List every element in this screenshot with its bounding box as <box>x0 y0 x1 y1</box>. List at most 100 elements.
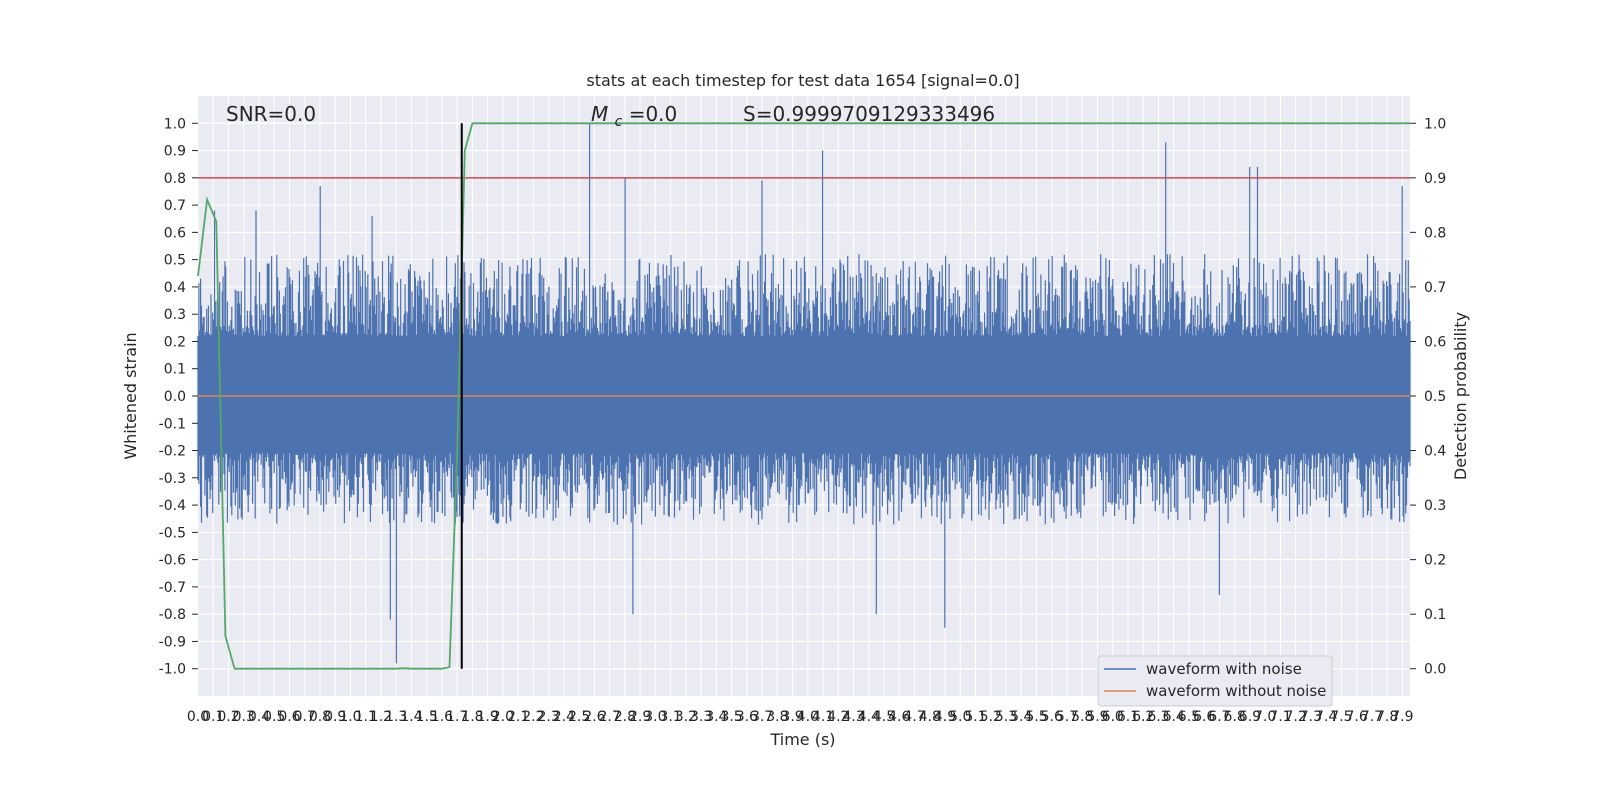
y-tick-label: -0.9 <box>159 634 186 650</box>
y-tick-label: 0.8 <box>164 171 186 187</box>
x-tick-label: 1.9 <box>477 709 499 725</box>
x-tick-label: 6.6 <box>1193 709 1215 725</box>
y-tick-label: 0.7 <box>164 198 186 214</box>
x-tick-label: 5.3 <box>995 709 1017 725</box>
y2-tick-label: 0.6 <box>1424 334 1446 350</box>
x-tick-label: 7.1 <box>1269 709 1291 725</box>
mc-annotation: M c =0.0 <box>591 102 677 131</box>
x-tick-label: 2.9 <box>629 709 651 725</box>
x-tick-label: 3.3 <box>690 709 712 725</box>
y-tick-label: -0.8 <box>159 607 186 623</box>
snr-annotation: SNR=0.0 <box>226 102 316 126</box>
y-tick-label: -0.6 <box>159 553 186 569</box>
x-tick-label: 4.5 <box>873 709 895 725</box>
chart-title: stats at each timestep for test data 165… <box>586 71 1019 90</box>
x-tick-label: 6.8 <box>1224 709 1246 725</box>
x-tick-label: 6.4 <box>1163 709 1185 725</box>
x-tick-label: 2.1 <box>507 709 529 725</box>
x-tick-label: 2.3 <box>538 709 560 725</box>
x-tick-label: 7.7 <box>1361 709 1383 725</box>
y-tick-label: 0.9 <box>164 144 186 160</box>
mc-symbol: M <box>591 102 608 126</box>
x-tick-label: 7.9 <box>1391 709 1413 725</box>
x-tick-label: 0.5 <box>263 709 285 725</box>
x-tick-label: 7.3 <box>1300 709 1322 725</box>
y-axis-label: Whitened strain <box>121 332 140 459</box>
x-tick-label: 5.1 <box>964 709 986 725</box>
x-tick-label: 6.7 <box>1208 709 1230 725</box>
x-tick-label: 6.5 <box>1178 709 1200 725</box>
legend-box <box>1097 655 1333 707</box>
x-tick-label: 5.8 <box>1071 709 1093 725</box>
x-tick-label: 0.6 <box>278 709 300 725</box>
mc-subscript: c <box>615 114 623 130</box>
x-tick-label: 7.5 <box>1330 709 1352 725</box>
x-tick-label: 4.2 <box>827 709 849 725</box>
x-tick-label: 0.8 <box>309 709 331 725</box>
x-tick-label: 3.6 <box>736 709 758 725</box>
x-tick-label: 1.5 <box>416 709 438 725</box>
x-tick-label: 2.6 <box>583 709 605 725</box>
y-tick-label: 1.0 <box>164 116 186 132</box>
x-tick-label: 1.4 <box>400 709 422 725</box>
x-tick-label: 3.1 <box>659 709 681 725</box>
x-tick-label: 5.6 <box>1041 709 1063 725</box>
x-tick-label: 1.6 <box>431 709 453 725</box>
x-tick-label: 5.9 <box>1086 709 1108 725</box>
x-tick-label: 3.0 <box>644 709 666 725</box>
x-tick-label: 2.8 <box>614 709 636 725</box>
y-tick-label: 0.2 <box>164 334 186 350</box>
x-tick-label: 2.0 <box>492 709 514 725</box>
x-tick-label: 0.3 <box>233 709 255 725</box>
legend: waveform with noise waveform without noi… <box>1097 655 1333 707</box>
y2-tick-label: 0.7 <box>1424 280 1446 296</box>
x-tick-label: 1.2 <box>370 709 392 725</box>
x-tick-label: 2.2 <box>522 709 544 725</box>
legend-label-noise: waveform with noise <box>1146 660 1302 678</box>
x-tick-label: 1.0 <box>339 709 361 725</box>
x-tick-label: 0.9 <box>324 709 346 725</box>
y-tick-label: -0.4 <box>159 498 186 514</box>
y-tick-label: -0.5 <box>159 525 186 541</box>
y2-tick-label: 0.3 <box>1424 498 1446 514</box>
x-tick-label: 0.0 <box>187 709 209 725</box>
x-tick-label: 3.8 <box>766 709 788 725</box>
y2-tick-label: 0.4 <box>1424 444 1446 460</box>
y2-tick-label: 0.8 <box>1424 225 1446 241</box>
x-tick-label: 0.1 <box>202 709 224 725</box>
y-tick-label: 0.0 <box>164 389 186 405</box>
y2-tick-label: 0.9 <box>1424 171 1446 187</box>
noise-core <box>198 341 1410 446</box>
x-tick-label: 2.7 <box>598 709 620 725</box>
x-tick-label: 4.7 <box>903 709 925 725</box>
x-tick-label: 1.7 <box>446 709 468 725</box>
x-tick-label: 6.9 <box>1239 709 1261 725</box>
x-tick-label: 4.3 <box>842 709 864 725</box>
x-tick-label: 5.7 <box>1056 709 1078 725</box>
y2-tick-label: 0.2 <box>1424 553 1446 569</box>
x-tick-label: 6.1 <box>1117 709 1139 725</box>
x-tick-label: 4.9 <box>934 709 956 725</box>
y-tick-label: -0.7 <box>159 580 186 596</box>
s-annotation: S=0.9999709129333496 <box>743 102 995 126</box>
x-tick-label: 6.2 <box>1132 709 1154 725</box>
y-tick-labels: 1.0 0.9 0.8 0.7 0.6 0.5 0.4 0.3 0.2 0.1 0.0 -0.1 -0.… <box>159 116 198 678</box>
x-tick-label: 0.2 <box>217 709 239 725</box>
y2-tick-labels: 1.0 0.9 0.8 0.7 0.6 0.5 0.4 0.3 0.2 0.1 0.0 <box>1410 116 1446 678</box>
x-tick-label: 4.0 <box>797 709 819 725</box>
y2-tick-label: 1.0 <box>1424 116 1446 132</box>
x-tick-label: 1.8 <box>461 709 483 725</box>
x-tick-label: 1.1 <box>355 709 377 725</box>
legend-label-clean: waveform without noise <box>1146 682 1326 700</box>
y-tick-label: 0.4 <box>164 280 186 296</box>
x-tick-label: 7.2 <box>1285 709 1307 725</box>
y-tick-label: -0.3 <box>159 471 186 487</box>
x-tick-label: 5.4 <box>1010 709 1032 725</box>
y2-tick-label: 0.5 <box>1424 389 1446 405</box>
y-tick-label: -0.1 <box>159 416 186 432</box>
x-tick-label: 5.5 <box>1025 709 1047 725</box>
x-axis-label: Time (s) <box>769 730 835 749</box>
y-tick-label: 0.6 <box>164 225 186 241</box>
